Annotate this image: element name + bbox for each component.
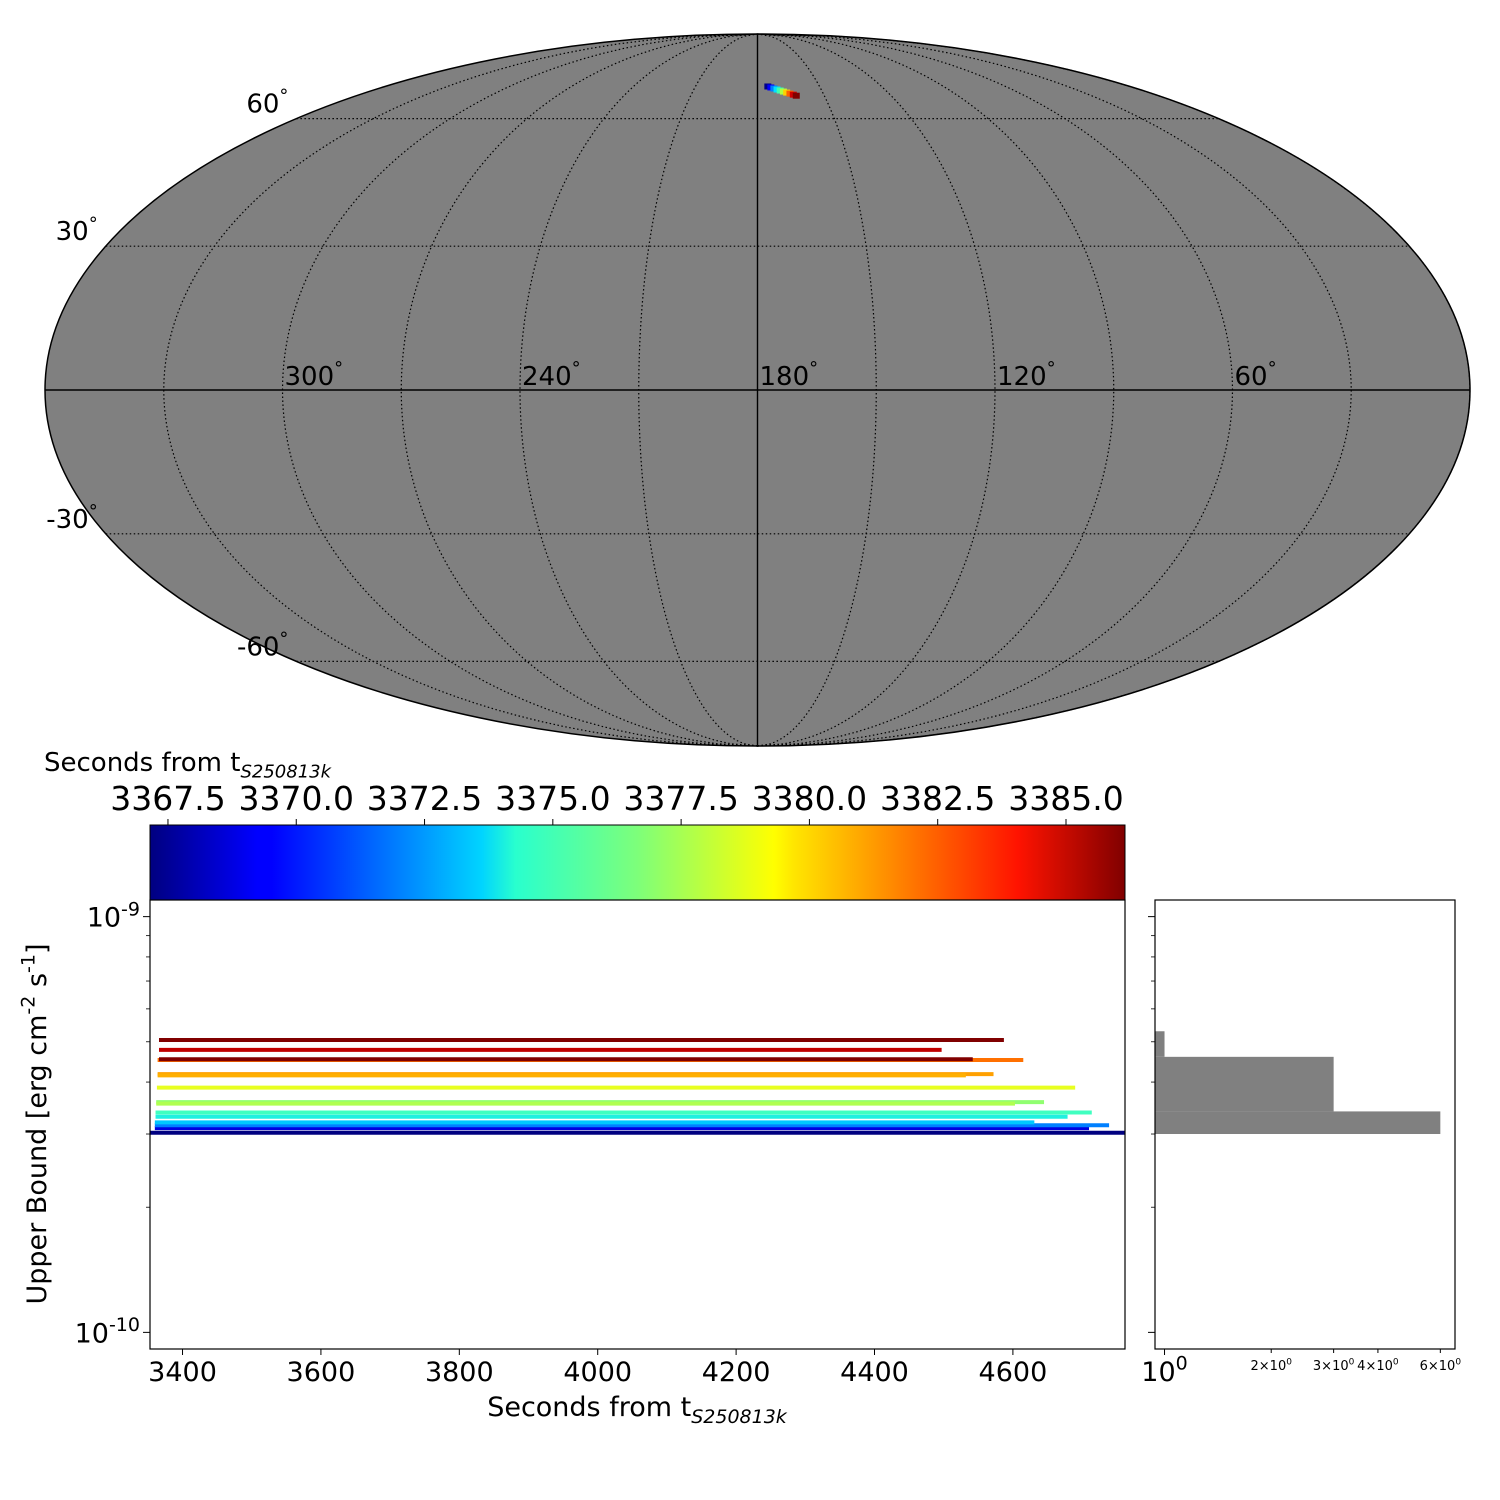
y-axis-ticks: 10-9​ 10-10​ (75, 898, 150, 1349)
colorbar-tick-label: 3382.5 (880, 779, 995, 818)
upper-bound-plot: 3400 3600 3800 4000 4200 4400 4600 10-9​ 10-10​… (18, 898, 1126, 1428)
sky-map-graticule (45, 33, 1471, 747)
meridian-line (757, 33, 1234, 747)
longitude-labels: 300°​ 240°​ 180°​ 120°​ 60°​ (285, 358, 1277, 392)
x-tick-label: 4000 (563, 1357, 632, 1388)
meridian-line (163, 33, 758, 747)
y-axis-label: Upper Bound [erg cm-2​ s-1​] (18, 943, 53, 1304)
colorbar-gradient (149, 824, 1126, 901)
meridian-line (757, 33, 1352, 747)
longitude-label: 120°​ (997, 358, 1056, 392)
x-axis-label: Seconds from tS250813k​ (487, 1392, 788, 1428)
longitude-label: 300°​ (285, 358, 344, 392)
latitude-label: 60°​ (246, 86, 288, 120)
colorbar-tick-label: 3372.5 (367, 779, 482, 818)
colorbar: Seconds from tS250813k​ 3367.5 3370.0 3372… (44, 748, 1126, 901)
colorbar-tick-label: 3375.0 (495, 779, 610, 818)
histogram: 100​ 2×100​ 3×100​4×100​ 6×100​ (1141, 899, 1461, 1388)
histogram-x-tick-label: 100​ (1141, 1353, 1187, 1388)
histogram-x-tick-label: 6×100​ (1420, 1358, 1462, 1374)
histogram-x-tick-label: 4×100​ (1357, 1358, 1399, 1374)
colorbar-tick-label: 3370.0 (239, 779, 354, 818)
x-tick-label: 4400 (840, 1357, 909, 1388)
latitude-label: -60°​ (237, 628, 288, 662)
histogram-x-tick-label: 2×100​ (1250, 1358, 1292, 1374)
sky-pixel (792, 92, 800, 99)
sky-map-highlighted-region (764, 83, 800, 99)
y-tick-label: 10-9​ (87, 898, 140, 933)
histogram-bar (1155, 1056, 1334, 1112)
colorbar-tick-label: 3385.0 (1008, 779, 1123, 818)
latitude-label: -30°​ (46, 501, 97, 535)
histogram-x-tick-label: 3×100​ (1313, 1358, 1355, 1374)
x-axis-ticks: 3400 3600 3800 4000 4200 4400 4600 (148, 1349, 1047, 1388)
upper-bound-segments (150, 1037, 1125, 1135)
colorbar-ticks: 3367.5 3370.0 3372.5 3375.0 3377.5 3380.0 3382… (110, 779, 1124, 825)
x-tick-label: 4600 (979, 1357, 1048, 1388)
latitude-labels: 60°​ 30°​ -30°​ -60°​ (46, 86, 288, 663)
longitude-label: 240°​ (522, 358, 581, 392)
longitude-label: 180°​ (760, 358, 819, 392)
y-tick-label: 10-10​ (75, 1314, 140, 1349)
histogram-frame (1154, 899, 1456, 1350)
meridian-line (400, 33, 758, 747)
x-tick-label: 3400 (148, 1357, 217, 1388)
meridian-line (757, 33, 877, 747)
x-tick-label: 3600 (287, 1357, 356, 1388)
plot-frame (149, 899, 1126, 1350)
histogram-bar (1155, 1111, 1441, 1135)
latitude-label: 30°​ (56, 213, 98, 247)
colorbar-tick-label: 3377.5 (623, 779, 738, 818)
sky-map: 60°​ 30°​ -30°​ -60°​ 300°​ 240°​ 180°​ 120°​ 6… (44, 33, 1471, 747)
histogram-x-ticks: 100​ 2×100​ 3×100​4×100​ 6×100​ (1141, 1349, 1461, 1388)
histogram-bars (1155, 1031, 1441, 1135)
meridian-line (281, 33, 758, 747)
histogram-bar (1155, 1031, 1165, 1057)
colorbar-tick-label: 3367.5 (110, 779, 225, 818)
histogram-y-ticks (1148, 916, 1155, 1333)
x-tick-label: 4200 (702, 1357, 771, 1388)
x-tick-label: 3800 (425, 1357, 494, 1388)
longitude-label: 60°​ (1235, 358, 1277, 392)
meridian-line (757, 33, 1115, 747)
colorbar-tick-label: 3380.0 (752, 779, 867, 818)
colorbar-label: Seconds from tS250813k​ (44, 748, 333, 783)
meridian-line (638, 33, 758, 747)
